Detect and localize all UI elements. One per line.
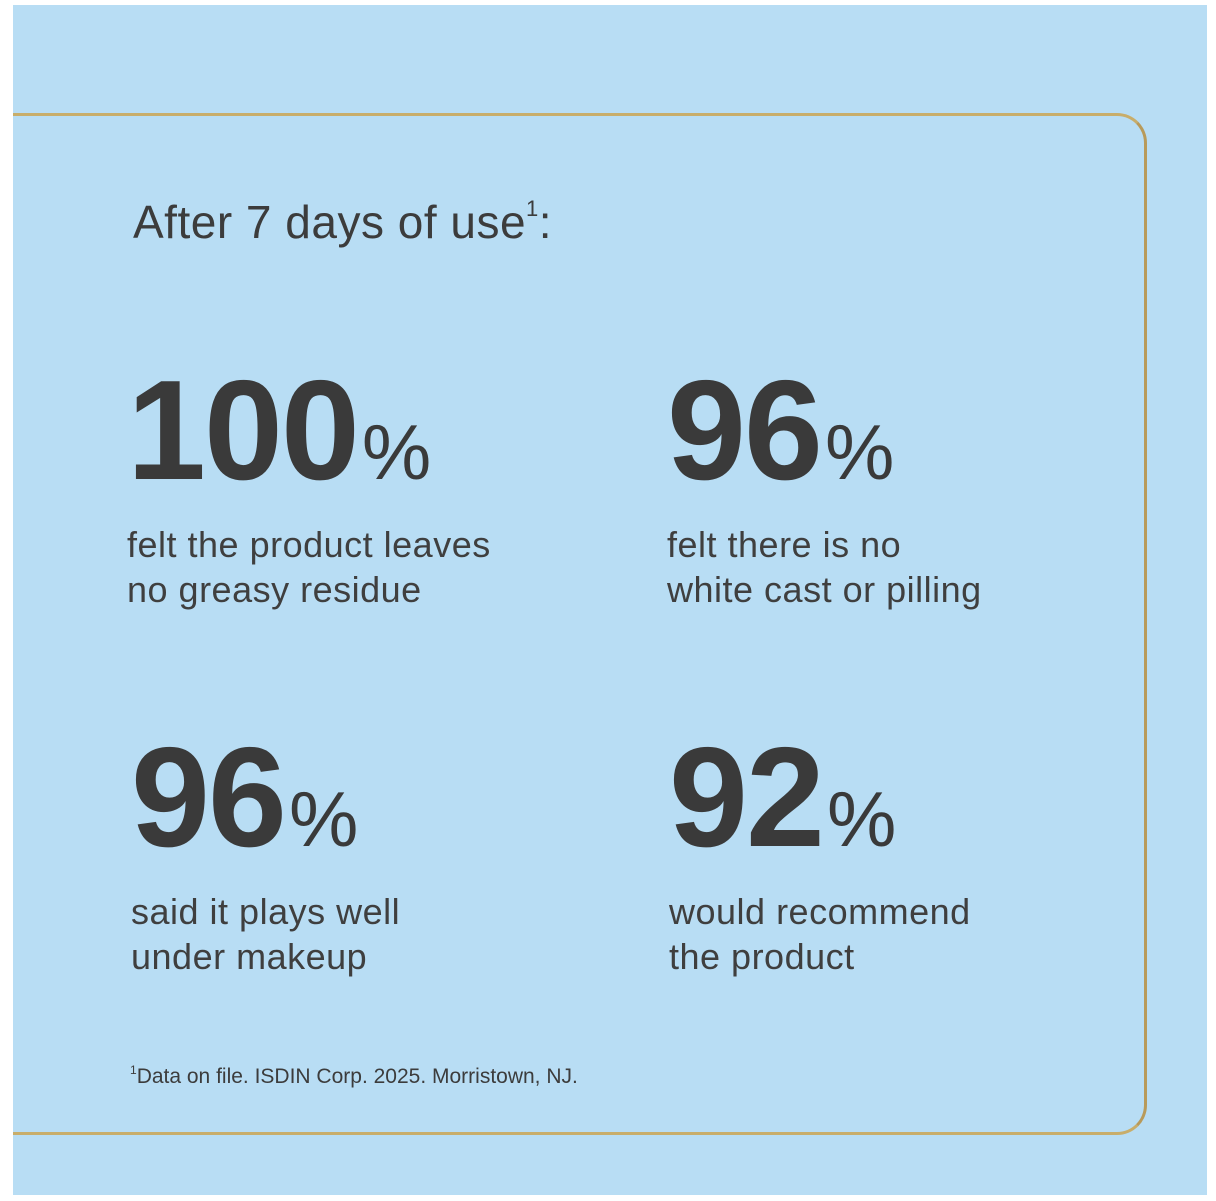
stat-number: 100 bbox=[127, 351, 360, 510]
headline: After 7 days of use1: bbox=[133, 195, 552, 249]
stat-value: 96% bbox=[131, 727, 400, 869]
stat-description: said it plays well under makeup bbox=[131, 891, 401, 977]
stat-block: 92% would recommend the product bbox=[669, 727, 971, 979]
stat-value: 92% bbox=[669, 727, 971, 869]
headline-text: After 7 days of use bbox=[133, 196, 527, 248]
stat-block: 100% felt the product leaves no greasy r… bbox=[127, 360, 491, 612]
stat-description: felt the product leaves no greasy residu… bbox=[127, 524, 491, 610]
stat-unit: % bbox=[361, 408, 432, 496]
stat-number: 96 bbox=[667, 351, 823, 510]
stat-number: 92 bbox=[669, 718, 825, 877]
infographic-panel: After 7 days of use1: 100% felt the prod… bbox=[13, 5, 1207, 1195]
gold-frame-border bbox=[13, 113, 1147, 1135]
footnote: 1Data on file. ISDIN Corp. 2025. Morrist… bbox=[130, 1063, 578, 1089]
stat-block: 96% said it plays well under makeup bbox=[131, 727, 400, 979]
stat-number: 96 bbox=[131, 718, 287, 877]
stat-description: would recommend the product bbox=[669, 891, 971, 977]
footnote-text: Data on file. ISDIN Corp. 2025. Morristo… bbox=[136, 1065, 578, 1088]
stat-unit: % bbox=[826, 775, 897, 863]
stat-description: felt there is no white cast or pilling bbox=[667, 524, 982, 610]
headline-suffix: : bbox=[538, 196, 553, 248]
stat-unit: % bbox=[288, 775, 359, 863]
footnote-marker: 1 bbox=[130, 1063, 137, 1077]
stat-value: 96% bbox=[667, 360, 982, 502]
stat-block: 96% felt there is no white cast or pilli… bbox=[667, 360, 982, 612]
stat-value: 100% bbox=[127, 360, 491, 502]
headline-footnote-marker: 1 bbox=[526, 196, 539, 221]
stat-unit: % bbox=[824, 408, 895, 496]
